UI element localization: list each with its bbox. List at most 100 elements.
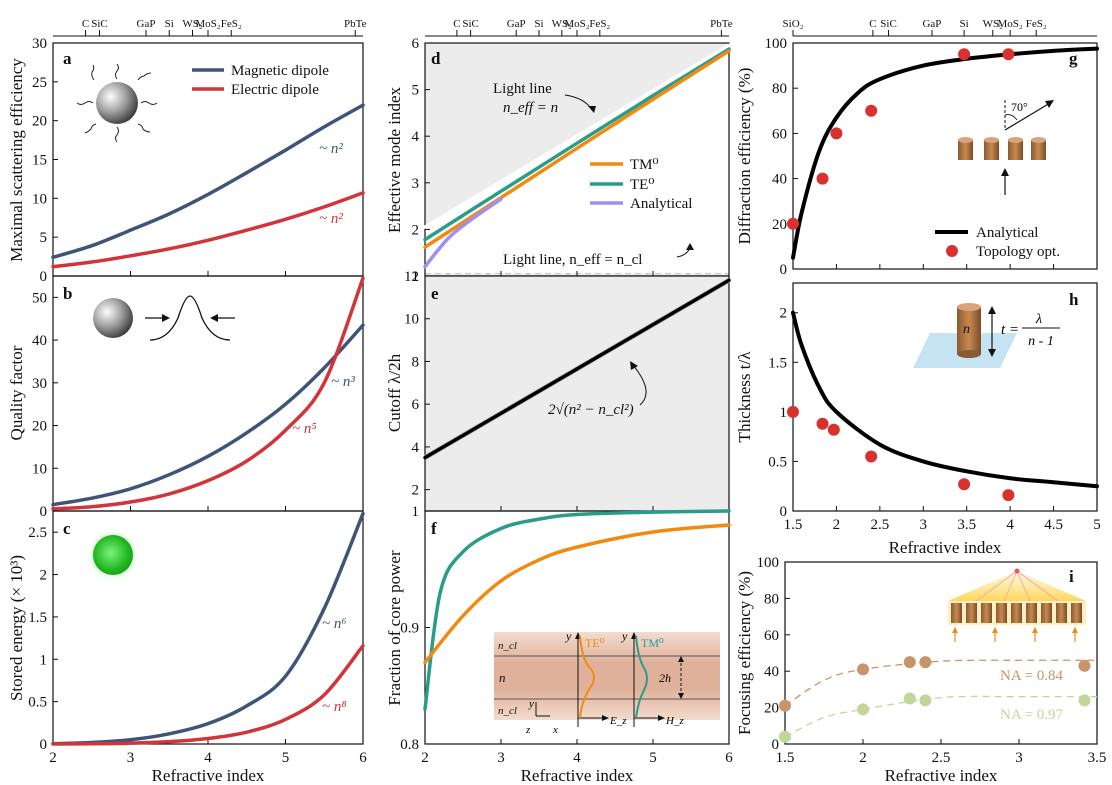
x-tick-label: 5: [282, 750, 290, 766]
panel-g-marks: 0 20 40 60 80 100: [765, 36, 1099, 278]
series-line: [423, 523, 731, 665]
series-line: [51, 511, 365, 746]
data-point: [919, 656, 932, 669]
y-tick-label: 0: [40, 504, 48, 520]
legend-tm0: TM⁰: [630, 157, 659, 173]
y-tick-label: 20: [764, 701, 779, 717]
y-axis-title: Fraction of core power: [385, 550, 404, 706]
material-label: Si: [534, 18, 543, 30]
pointer-arrowhead: [686, 243, 694, 250]
series-line: [51, 103, 365, 260]
panel-a: 0 5 10 15 20 25 30 a Magnetic dipole Electric …: [7, 36, 365, 285]
material-label: WS₂: [552, 18, 573, 30]
series-line: [51, 323, 365, 507]
na-084-label: NA = 0.84: [1000, 668, 1064, 684]
series-line: [791, 310, 1099, 489]
y-axis-title: Quality factor: [7, 345, 26, 440]
y-tick-label: 12: [404, 269, 419, 285]
y-axis-title: Diffraction efficiency (%): [735, 68, 754, 245]
y-tick-label: 1.5: [28, 610, 47, 626]
y-tick-label: 3: [412, 176, 420, 192]
annotation-magnetic-scaling: ~ n²: [319, 141, 343, 157]
x-tick-label: 1.5: [784, 517, 803, 533]
material-label: SiO₂: [783, 18, 804, 30]
cladding-light-line-label: Light line, n_eff = n_cl: [503, 252, 642, 268]
x-tick-label: 3: [497, 750, 505, 766]
plot-frame: [792, 282, 1098, 512]
y-axis-title: Focusing efficiency (%): [735, 571, 754, 735]
series-line: [51, 276, 365, 511]
y-tick-label: 0.5: [28, 695, 47, 711]
panel-letter: d: [431, 49, 441, 68]
tm-y-label: y: [621, 629, 628, 643]
topology-opt-point: [865, 104, 878, 117]
y-tick-label: 0.9: [400, 621, 419, 637]
topology-opt-point: [787, 405, 799, 418]
panel-c: 2 3 4 5 6 0 0.5 1 1.5 2 2.5 c ~ n⁶ ~ n⁸ Stored ene…: [7, 510, 367, 785]
cladding-top-label: n_cl: [498, 640, 517, 652]
panel-c-marks: 2 3 4 5 6 0 0.5 1 1.5 2 2.5: [28, 511, 367, 766]
series-line: [423, 47, 731, 242]
y-tick-label: 6: [412, 36, 420, 52]
panel-letter: f: [431, 519, 437, 538]
topology-opt-point: [816, 417, 829, 430]
thickness-formula-num: λ: [1035, 312, 1042, 327]
panel-letter: e: [431, 284, 439, 303]
x-tick-label: 2.5: [870, 517, 889, 533]
y-tick-label: 100: [765, 36, 788, 52]
y-tick-label: 100: [757, 555, 780, 571]
ez-label: E_z: [609, 715, 627, 727]
data-point: [857, 703, 869, 716]
x-tick-label: 2: [421, 750, 429, 766]
y-tick-label: 2: [412, 483, 420, 499]
y-tick-label: 0.8: [400, 737, 419, 753]
y-tick-label: 5: [40, 230, 48, 246]
material-label: C: [869, 18, 876, 30]
annotation-electric-scaling: ~ n⁵: [292, 421, 317, 437]
metalens-inset: [948, 568, 1086, 642]
y-tick-label: 10: [32, 461, 47, 477]
x-tick-label: 2.5: [932, 750, 951, 766]
panel-letter: c: [63, 519, 71, 538]
y-tick-label: 2: [40, 568, 48, 584]
series-line: [423, 197, 503, 269]
y-axis-title: Maximal scattering efficiency: [7, 58, 26, 262]
cutoff-formula: 2√(n² − n_cl²): [548, 402, 634, 418]
resonance-sphere-icon: [93, 295, 235, 341]
scattering-sphere-icon: [76, 63, 158, 143]
pointer-arrowhead: [630, 361, 638, 370]
topology-opt-point: [816, 172, 829, 185]
panel-b-marks: 0 10 20 30 40 50: [32, 276, 365, 520]
y-tick-label: 2.5: [28, 525, 47, 541]
y-tick-label: 30: [32, 36, 47, 52]
y-tick-label: 0: [772, 737, 780, 753]
material-label: MoS₂: [195, 18, 220, 30]
material-label: C: [453, 18, 460, 30]
triad-y: y: [528, 698, 534, 710]
series-line: [51, 191, 365, 269]
material-label: WS₂: [983, 18, 1004, 30]
x-tick-label: 3: [920, 517, 928, 533]
legend-topology-opt: Topology opt.: [976, 244, 1060, 260]
y-tick-label: 0: [780, 504, 788, 520]
x-axis-title: Refractive index: [152, 766, 265, 785]
y-tick-label: 8: [412, 354, 420, 370]
panel-letter: i: [1069, 567, 1074, 586]
y-tick-label: 0.5: [768, 454, 787, 470]
pillar-inset: n t = λ n - 1: [913, 303, 1060, 368]
legend-analytical: Analytical: [976, 225, 1038, 241]
y-axis-title: Cutoff λ/2h: [385, 353, 404, 432]
light-line-label: Light line: [493, 81, 552, 97]
te0-label: TE⁰: [585, 636, 605, 650]
triad-z: z: [525, 724, 531, 736]
grating-inset: 70°: [958, 100, 1054, 195]
x-tick-label: 4: [573, 750, 581, 766]
topology-opt-point: [958, 48, 971, 61]
legend-analytical: Analytical: [630, 196, 692, 212]
y-tick-label: 4: [412, 129, 420, 145]
material-label: Si: [165, 18, 174, 30]
panel-f: 2 3 4 5 60.80.91 f n_cl n n_cl y E_z TE⁰ y H: [385, 504, 733, 785]
material-label: PbTe: [710, 18, 733, 30]
